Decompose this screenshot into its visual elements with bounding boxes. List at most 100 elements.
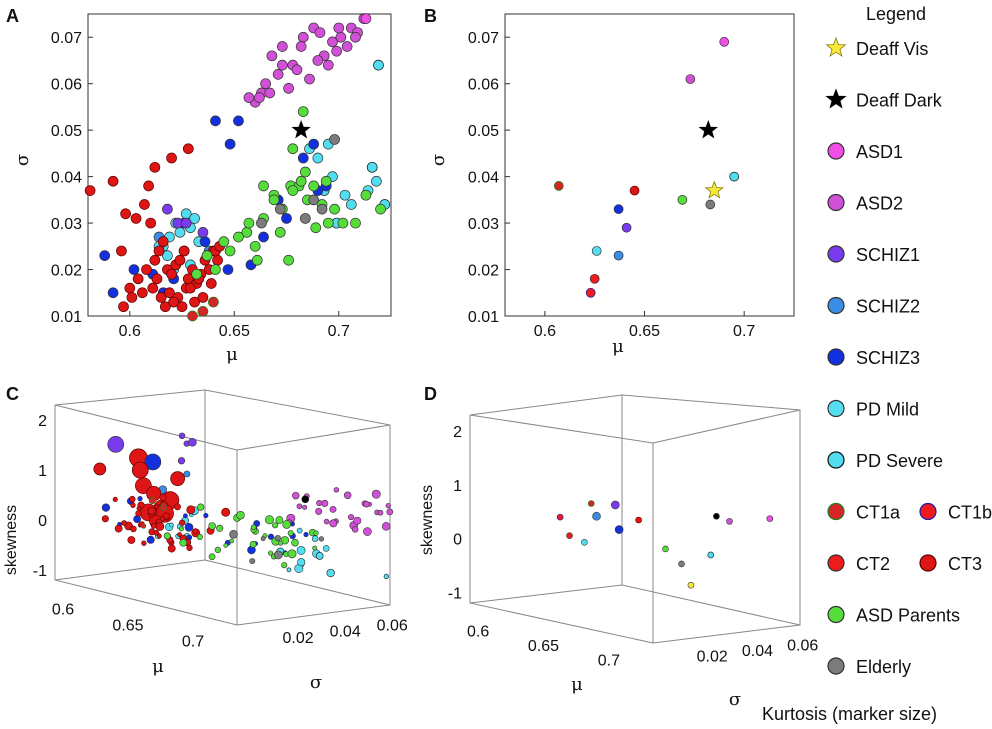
panel-d-box bbox=[469, 394, 801, 644]
data-point-asd2 bbox=[254, 92, 265, 103]
data-point-ct3 bbox=[174, 254, 186, 266]
data-point-asd1 bbox=[719, 37, 730, 47]
legend-label-asd-parents: ASD Parents bbox=[856, 606, 960, 626]
data-point-asd2 bbox=[335, 31, 347, 43]
data-point-ct3 bbox=[197, 292, 209, 303]
data-point-pd-mild bbox=[189, 213, 200, 224]
data-point-deaff-vis bbox=[687, 581, 695, 589]
data-point-asd-parents bbox=[223, 543, 229, 548]
data-point-asd-parents bbox=[265, 515, 274, 525]
panel-a-axes-box bbox=[87, 13, 392, 317]
x-tick-label: 0.6 bbox=[119, 323, 141, 340]
data-point-ct3 bbox=[112, 496, 118, 502]
skewness-tick-label: 0 bbox=[453, 532, 462, 549]
y-tick-label: 0.04 bbox=[468, 170, 499, 187]
data-point-asd-parents bbox=[320, 175, 332, 187]
data-point-ct3 bbox=[149, 254, 161, 266]
data-point-schiz1 bbox=[107, 435, 125, 453]
data-point-asd-parents bbox=[272, 522, 279, 529]
legend-marker-pd-mild bbox=[827, 399, 845, 418]
data-point-asd-parents bbox=[197, 503, 205, 511]
legend-label-ct3: CT3 bbox=[948, 554, 982, 574]
panel-c-ylabel: σ bbox=[310, 672, 322, 693]
data-point-asd-parents bbox=[312, 545, 318, 551]
data-point-pd-mild bbox=[162, 250, 173, 261]
data-point-asd-parents bbox=[287, 143, 299, 155]
data-point-asd-parents bbox=[287, 185, 299, 196]
data-point-ct1a bbox=[208, 296, 219, 308]
data-point-schiz1 bbox=[197, 227, 209, 238]
data-point-elderly bbox=[229, 529, 238, 539]
data-point-elderly bbox=[273, 550, 283, 560]
data-point-ct3 bbox=[118, 301, 129, 313]
legend-marker-asd1 bbox=[827, 142, 845, 160]
legend-marker-ct3 bbox=[919, 554, 937, 572]
y-tick-label: 0.03 bbox=[51, 216, 82, 233]
panel-d-xlabel: μ bbox=[571, 674, 583, 695]
data-point-ct3 bbox=[170, 471, 185, 486]
data-point-elderly bbox=[318, 536, 325, 542]
data-point-deaff-dark bbox=[698, 120, 718, 139]
data-point-asd2 bbox=[329, 505, 337, 513]
data-point-schiz3 bbox=[267, 533, 275, 540]
data-point-asd-parents bbox=[299, 166, 311, 178]
data-point-asd2 bbox=[316, 500, 323, 507]
data-point-ct3 bbox=[221, 507, 231, 517]
data-point-elderly bbox=[274, 203, 286, 215]
data-point-schiz3 bbox=[144, 453, 162, 471]
data-point-ct1a bbox=[187, 310, 198, 322]
data-point-ct1a bbox=[197, 306, 209, 317]
data-point-ct3 bbox=[145, 217, 157, 229]
data-point-schiz3 bbox=[308, 138, 320, 150]
data-point-asd1 bbox=[360, 13, 372, 24]
data-point-asd2 bbox=[297, 31, 309, 43]
data-point-ct3 bbox=[116, 245, 127, 257]
data-point-schiz3 bbox=[137, 496, 143, 502]
data-point-asd-parents bbox=[250, 524, 257, 530]
sigma-tick-label: 0.02 bbox=[283, 630, 314, 647]
legend-marker-schiz2 bbox=[827, 296, 845, 315]
data-point-asd2 bbox=[363, 501, 370, 508]
data-point-asd2 bbox=[341, 41, 353, 52]
data-point-ct3 bbox=[93, 462, 107, 476]
skewness-tick-label: 1 bbox=[453, 478, 462, 495]
data-point-ct3 bbox=[84, 185, 96, 196]
data-point-schiz3 bbox=[99, 250, 111, 261]
sigma-tick-label: 0.04 bbox=[742, 643, 773, 660]
data-point-pd-severe bbox=[383, 573, 389, 580]
data-point-ct3 bbox=[141, 264, 152, 275]
data-point-ct3 bbox=[185, 282, 196, 294]
data-point-asd-parents bbox=[236, 510, 245, 520]
data-point-schiz3 bbox=[303, 532, 309, 538]
y-tick-label: 0.07 bbox=[468, 30, 499, 47]
legend-marker-asd-parents bbox=[827, 605, 845, 624]
data-point-ct3 bbox=[179, 519, 186, 526]
data-point-schiz3 bbox=[133, 515, 142, 524]
data-point-asd-parents bbox=[243, 217, 255, 229]
data-point-elderly bbox=[705, 199, 716, 210]
data-point-schiz1 bbox=[178, 432, 186, 440]
data-point-ct3 bbox=[147, 282, 159, 294]
data-point-ct3 bbox=[629, 185, 640, 196]
y-tick-label: 0.02 bbox=[468, 263, 499, 280]
data-point-asd2 bbox=[353, 516, 362, 525]
data-point-ct3 bbox=[132, 273, 144, 285]
data-point-schiz3 bbox=[128, 264, 140, 275]
data-point-pd-severe bbox=[315, 552, 324, 560]
sigma-tick-label: 0.02 bbox=[697, 648, 728, 665]
data-point-asd-parents bbox=[214, 546, 222, 554]
data-point-ct3 bbox=[205, 278, 217, 289]
y-tick-label: 0.01 bbox=[51, 309, 82, 326]
data-point-ct3 bbox=[166, 268, 177, 280]
data-point-ct3 bbox=[131, 461, 149, 479]
data-point-pd-mild bbox=[174, 227, 186, 238]
legend-title: Legend bbox=[866, 4, 926, 24]
data-point-ct3 bbox=[178, 245, 190, 257]
data-point-ct3 bbox=[153, 245, 165, 257]
legend-label-pd-mild: PD Mild bbox=[856, 400, 919, 420]
data-point-pd-mild bbox=[581, 539, 588, 546]
data-point-ct3 bbox=[147, 506, 156, 515]
y-tick-label: 0.05 bbox=[51, 123, 82, 140]
data-point-deaff-dark bbox=[291, 120, 311, 139]
data-point-elderly bbox=[256, 217, 267, 229]
